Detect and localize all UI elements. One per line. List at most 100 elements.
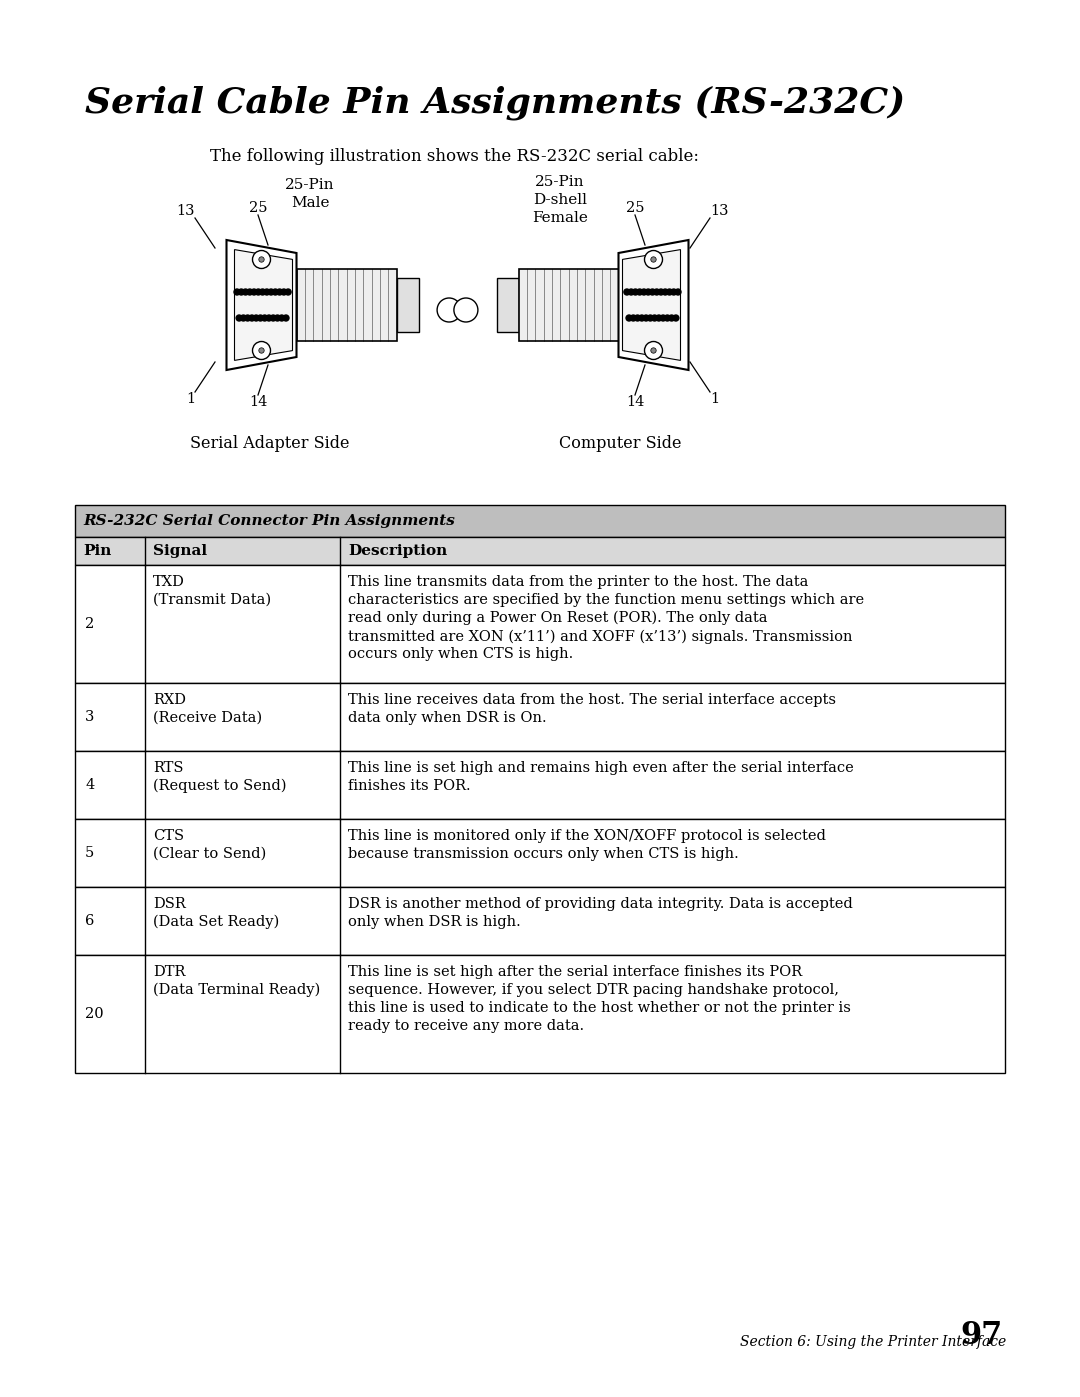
Circle shape <box>264 289 270 295</box>
Text: 25: 25 <box>625 201 645 215</box>
Text: 13: 13 <box>176 204 195 218</box>
Text: 2: 2 <box>85 617 94 631</box>
Circle shape <box>245 314 251 321</box>
Text: This line receives data from the host. The serial interface accepts
data only wh: This line receives data from the host. T… <box>348 693 836 725</box>
Text: 5: 5 <box>85 847 94 861</box>
Circle shape <box>246 289 253 295</box>
Text: D-shell: D-shell <box>534 193 588 207</box>
Circle shape <box>437 298 461 321</box>
Circle shape <box>237 314 242 321</box>
Circle shape <box>261 314 268 321</box>
Text: 13: 13 <box>710 204 729 218</box>
Text: DSR
(Data Set Ready): DSR (Data Set Ready) <box>153 897 280 929</box>
Text: TXD
(Transmit Data): TXD (Transmit Data) <box>153 576 271 606</box>
Circle shape <box>259 289 266 295</box>
Text: RS-232C Serial Connector Pin Assignments: RS-232C Serial Connector Pin Assignments <box>83 514 455 528</box>
Circle shape <box>651 348 657 353</box>
Circle shape <box>662 289 669 295</box>
Text: This line is set high and remains high even after the serial interface
finishes : This line is set high and remains high e… <box>348 761 854 793</box>
Text: 1: 1 <box>186 393 195 407</box>
Circle shape <box>653 289 660 295</box>
Circle shape <box>253 314 259 321</box>
Circle shape <box>675 289 681 295</box>
Circle shape <box>649 289 656 295</box>
Polygon shape <box>75 887 1005 956</box>
Polygon shape <box>497 278 518 332</box>
Text: DTR
(Data Terminal Ready): DTR (Data Terminal Ready) <box>153 965 321 997</box>
Text: DSR is another method of providing data integrity. Data is accepted
only when DS: DSR is another method of providing data … <box>348 897 853 929</box>
Text: 97: 97 <box>960 1320 1002 1351</box>
Circle shape <box>638 314 645 321</box>
Text: RXD
(Receive Data): RXD (Receive Data) <box>153 693 262 725</box>
Text: Section 6: Using the Printer Interface: Section 6: Using the Printer Interface <box>740 1336 1007 1350</box>
Polygon shape <box>518 268 619 341</box>
Text: Serial Cable Pin Assignments (RS-232C): Serial Cable Pin Assignments (RS-232C) <box>85 85 905 120</box>
Circle shape <box>268 289 274 295</box>
Circle shape <box>666 289 673 295</box>
Text: Computer Side: Computer Side <box>558 434 681 453</box>
Text: This line is monitored only if the XON/XOFF protocol is selected
because transmi: This line is monitored only if the XON/X… <box>348 828 826 861</box>
Circle shape <box>239 289 244 295</box>
Circle shape <box>631 314 636 321</box>
Circle shape <box>259 348 265 353</box>
Polygon shape <box>75 752 1005 819</box>
Circle shape <box>647 314 653 321</box>
Text: 6: 6 <box>85 914 94 928</box>
Circle shape <box>283 314 289 321</box>
Circle shape <box>279 314 285 321</box>
Polygon shape <box>234 250 293 360</box>
Circle shape <box>281 289 287 295</box>
Circle shape <box>234 289 240 295</box>
Circle shape <box>259 257 265 263</box>
Circle shape <box>633 289 638 295</box>
Circle shape <box>645 250 662 268</box>
Circle shape <box>241 314 246 321</box>
Circle shape <box>272 289 279 295</box>
Circle shape <box>285 289 292 295</box>
Text: 25-Pin: 25-Pin <box>536 175 584 189</box>
Text: The following illustration shows the RS-232C serial cable:: The following illustration shows the RS-… <box>210 148 699 165</box>
Text: 20: 20 <box>85 1007 104 1021</box>
Polygon shape <box>227 240 297 370</box>
Polygon shape <box>75 536 1005 564</box>
Polygon shape <box>297 268 396 341</box>
Polygon shape <box>396 278 419 332</box>
Circle shape <box>645 341 662 359</box>
Circle shape <box>266 314 272 321</box>
Text: Signal: Signal <box>153 543 207 557</box>
Circle shape <box>270 314 276 321</box>
Circle shape <box>669 314 675 321</box>
Text: 14: 14 <box>248 395 267 409</box>
Text: 4: 4 <box>85 778 94 792</box>
Text: RTS
(Request to Send): RTS (Request to Send) <box>153 761 286 793</box>
Circle shape <box>637 289 643 295</box>
Text: 25: 25 <box>248 201 267 215</box>
Circle shape <box>658 289 664 295</box>
Circle shape <box>251 289 257 295</box>
Text: Male: Male <box>291 196 329 210</box>
Circle shape <box>255 289 261 295</box>
Circle shape <box>645 289 651 295</box>
Circle shape <box>664 314 671 321</box>
Circle shape <box>274 314 281 321</box>
Circle shape <box>635 314 640 321</box>
Polygon shape <box>622 250 680 360</box>
Text: Serial Adapter Side: Serial Adapter Side <box>190 434 350 453</box>
Circle shape <box>257 314 264 321</box>
Text: This line is set high after the serial interface finishes its POR
sequence. Howe: This line is set high after the serial i… <box>348 965 851 1032</box>
Text: This line transmits data from the printer to the host. The data
characteristics : This line transmits data from the printe… <box>348 576 864 661</box>
Circle shape <box>276 289 283 295</box>
Polygon shape <box>619 240 689 370</box>
Circle shape <box>656 314 662 321</box>
Circle shape <box>651 314 658 321</box>
Text: 3: 3 <box>85 710 94 724</box>
Circle shape <box>253 250 270 268</box>
Polygon shape <box>75 956 1005 1073</box>
Circle shape <box>253 341 270 359</box>
Polygon shape <box>75 564 1005 683</box>
Circle shape <box>629 289 634 295</box>
Text: Pin: Pin <box>83 543 111 557</box>
Circle shape <box>643 314 649 321</box>
Circle shape <box>660 314 666 321</box>
Circle shape <box>626 314 632 321</box>
